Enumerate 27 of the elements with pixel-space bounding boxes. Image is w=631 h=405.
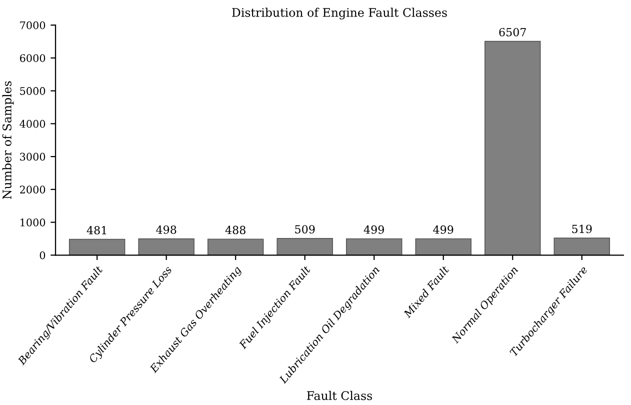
bar (484, 40, 541, 256)
bar (138, 238, 194, 256)
data-label: 499 (364, 225, 384, 234)
y-tick-label: 6000 (20, 54, 46, 62)
bar (346, 238, 402, 256)
y-tick-label: 1000 (20, 218, 46, 226)
y-tick-label: 7000 (20, 21, 46, 30)
data-label: 6507 (499, 28, 526, 36)
data-label: 481 (86, 226, 106, 234)
y-tick-label: 2000 (20, 186, 46, 194)
bar (68, 238, 126, 256)
y-axis-title: Number of Samples (2, 81, 14, 200)
x-axis-title: Fault Class (306, 390, 372, 400)
bar (554, 238, 610, 256)
y-tick-label: 5000 (20, 87, 46, 95)
data-label: 498 (156, 225, 176, 234)
data-label: 509 (295, 225, 315, 234)
y-tick-label: 0 (40, 251, 46, 260)
y-tick-label: 3000 (20, 152, 46, 161)
bar (276, 238, 333, 256)
bar (207, 238, 264, 256)
data-label: 488 (225, 226, 246, 234)
chart-title: Distribution of Engine Fault Classes (232, 8, 447, 20)
bar (415, 238, 472, 256)
y-tick-label: 4000 (20, 120, 46, 128)
data-label: 519 (572, 224, 592, 234)
data-label: 499 (433, 225, 454, 234)
